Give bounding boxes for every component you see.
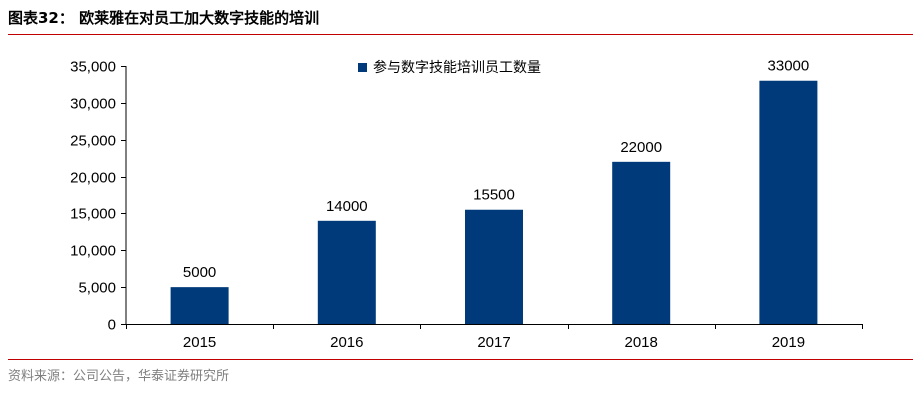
y-tick-label: 10,000 xyxy=(70,243,116,260)
y-tick-label: 5,000 xyxy=(78,280,116,297)
bar xyxy=(170,287,229,324)
bar-data-label: 22000 xyxy=(620,139,662,156)
y-tick-label: 25,000 xyxy=(70,133,116,150)
bar xyxy=(465,209,523,324)
bar-data-label: 33000 xyxy=(768,58,810,75)
x-category-label: 2018 xyxy=(625,334,658,351)
x-category-label: 2015 xyxy=(183,334,216,351)
source-note: 资料来源：公司公告，华泰证券研究所 xyxy=(8,369,230,384)
y-tick-label: 0 xyxy=(108,317,116,334)
bar xyxy=(759,80,818,324)
source-rule xyxy=(8,359,913,360)
bars: 5000 14000 15500 22000 33000 xyxy=(170,58,818,324)
bar xyxy=(612,161,671,324)
bar xyxy=(317,220,376,324)
y-tick-label: 30,000 xyxy=(70,96,116,113)
bar-data-label: 14000 xyxy=(326,198,368,215)
x-category-label: 2019 xyxy=(772,334,805,351)
bar-data-label: 5000 xyxy=(183,264,216,281)
legend-label: 参与数字技能培训员工数量 xyxy=(373,59,541,76)
title-rule xyxy=(8,34,913,35)
x-category-label: 2016 xyxy=(330,334,363,351)
y-tick-label: 35,000 xyxy=(70,59,116,76)
legend: 参与数字技能培训员工数量 xyxy=(358,59,541,76)
bar-chart: 0 5,000 10,000 15,000 20,000 25,000 30,000 35,0… xyxy=(70,58,863,351)
y-tick-label: 20,000 xyxy=(70,170,116,187)
legend-swatch xyxy=(358,63,367,72)
x-category-label: 2017 xyxy=(477,334,510,351)
x-axis: 2015 2016 2017 2018 2019 xyxy=(126,324,863,351)
bar-data-label: 15500 xyxy=(473,187,515,204)
figure-title: 图表32： 欧莱雅在对员工加大数字技能的培训 xyxy=(8,9,320,27)
y-tick-label: 15,000 xyxy=(70,206,116,223)
y-axis: 0 5,000 10,000 15,000 20,000 25,000 30,000 35,0… xyxy=(70,59,127,334)
